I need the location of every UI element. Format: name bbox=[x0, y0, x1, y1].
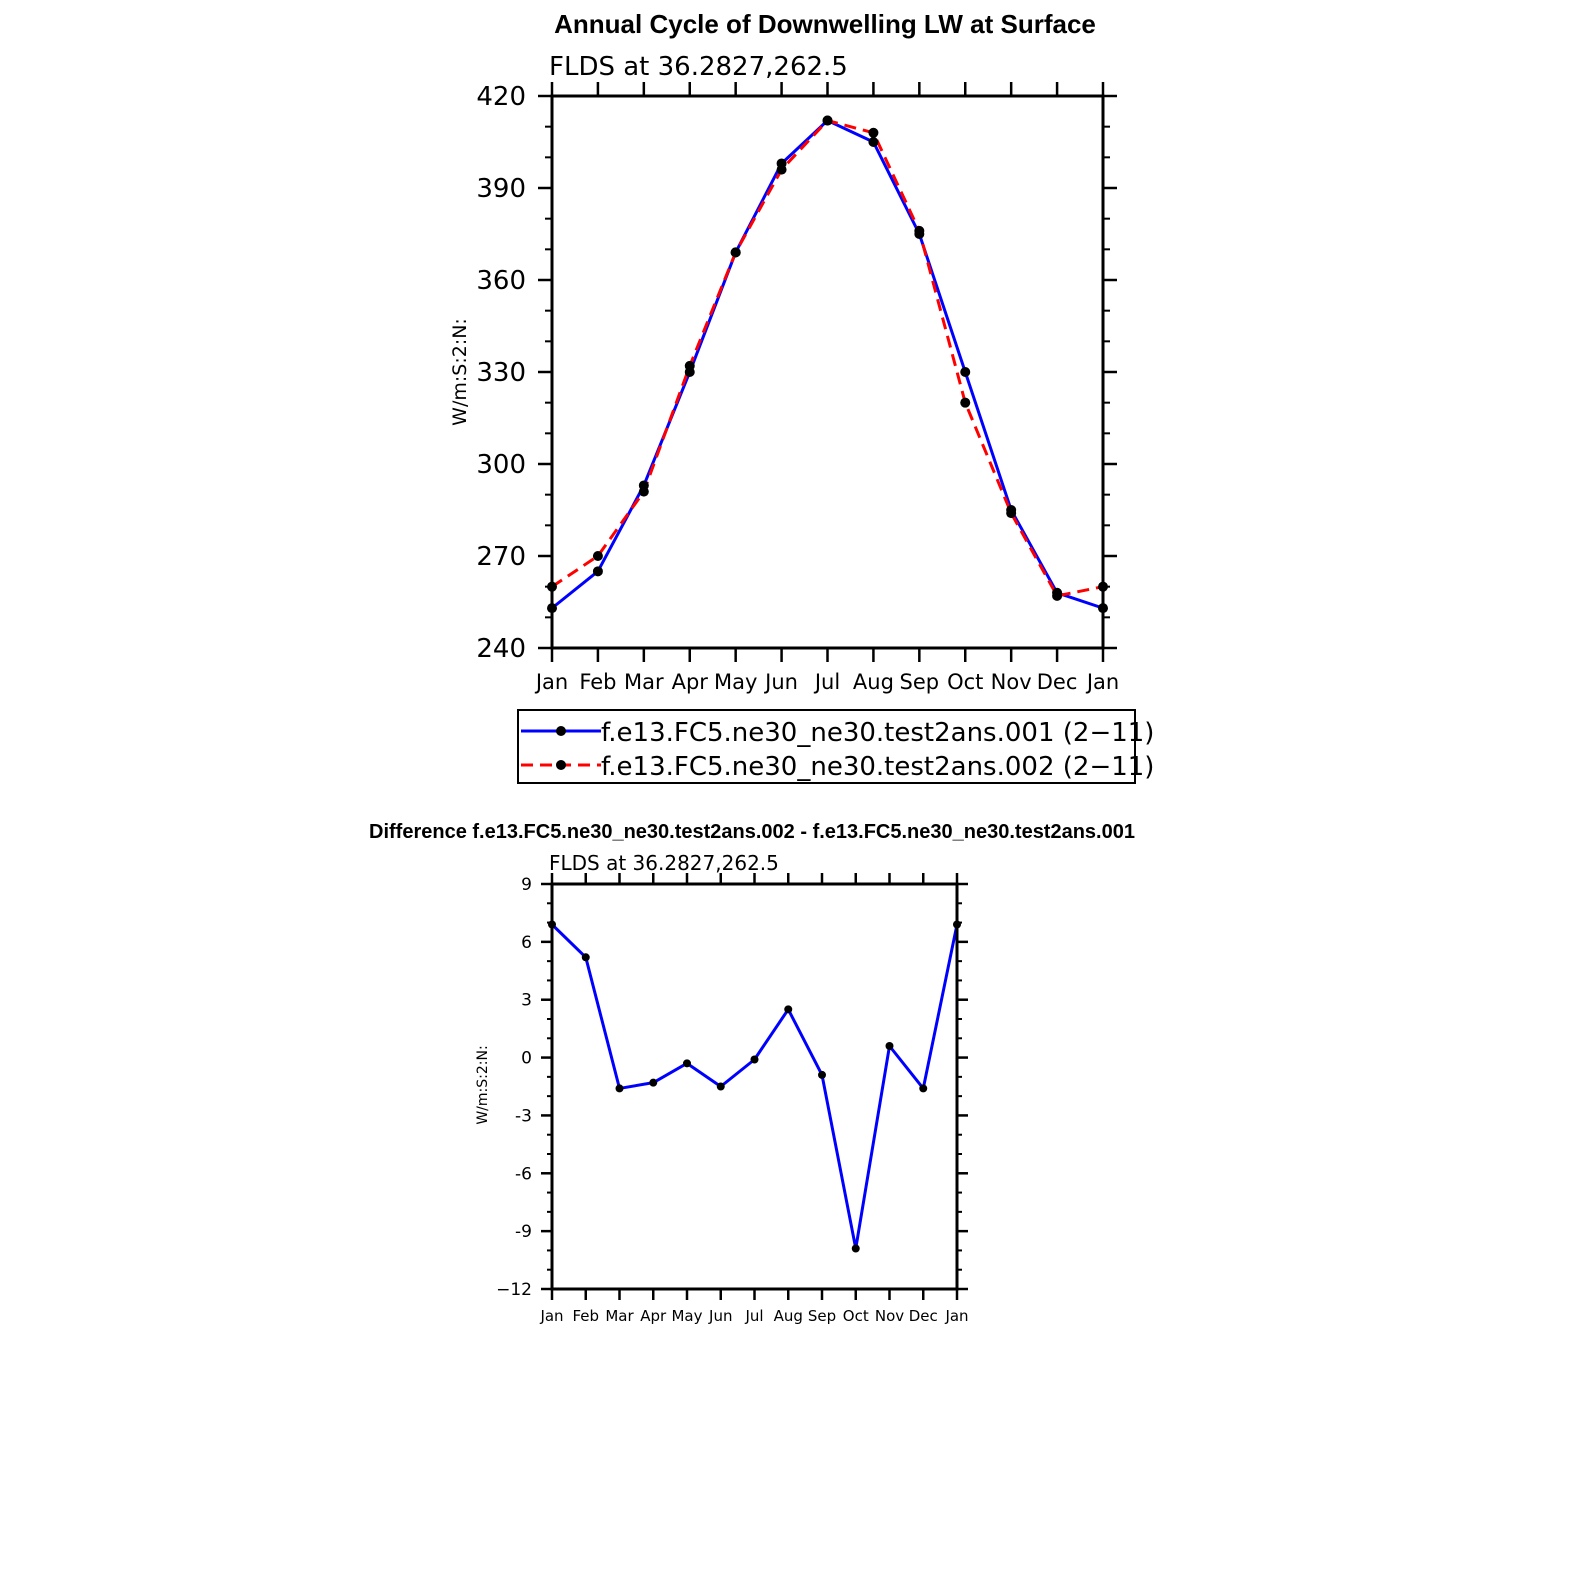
x-tick-label: Apr bbox=[672, 670, 709, 694]
x-tick-label: Aug bbox=[853, 670, 894, 694]
y-tick-label: 6 bbox=[521, 933, 532, 953]
chart2-series bbox=[548, 920, 961, 1253]
data-point bbox=[716, 1082, 725, 1091]
chart1-subtitle: FLDS at 36.2827,262.5 bbox=[549, 52, 848, 82]
y-tick-label: 270 bbox=[476, 542, 526, 572]
chart1-ylabel: W/m:S:2:N: bbox=[449, 318, 471, 426]
legend-frame bbox=[517, 709, 1136, 784]
data-point bbox=[868, 137, 879, 147]
y-tick-label: 0 bbox=[521, 1049, 532, 1069]
x-tick-label: Sep bbox=[808, 1307, 836, 1325]
x-tick-label: Sep bbox=[900, 670, 940, 694]
chart2-subtitle: FLDS at 36.2827,262.5 bbox=[549, 851, 779, 875]
data-point bbox=[581, 953, 590, 962]
x-tick-label: Jan bbox=[539, 1307, 563, 1325]
legend-marker-series-002 bbox=[556, 760, 566, 770]
data-point bbox=[1052, 590, 1063, 601]
chart1-y-tick-labels: 240 270 300 330 360 390 420 bbox=[476, 82, 526, 664]
chart1-ticks bbox=[538, 82, 1117, 662]
x-tick-label: Jul bbox=[813, 670, 840, 694]
x-tick-label: Aug bbox=[774, 1307, 803, 1325]
data-point bbox=[784, 1005, 793, 1014]
x-tick-label: Jul bbox=[744, 1307, 763, 1325]
y-tick-label: −12 bbox=[496, 1280, 532, 1300]
chart1-plot-frame bbox=[550, 94, 1105, 650]
y-tick-label: 420 bbox=[476, 82, 526, 112]
chart1-legend: f.e13.FC5.ne30_ne30.test2ans.001 (2−11) … bbox=[517, 709, 1154, 784]
chart1-series bbox=[547, 115, 1108, 614]
y-tick-label: 390 bbox=[476, 174, 526, 204]
chart2-x-tick-labels: Jan Feb Mar Apr May Jun Jul Aug Sep Oct Nov Dec Jan bbox=[539, 1307, 968, 1325]
x-tick-label: Dec bbox=[1037, 670, 1078, 694]
chart2-title: Difference f.e13.FC5.ne30_ne30.test2ans.… bbox=[369, 821, 1135, 843]
y-tick-label: -3 bbox=[515, 1106, 532, 1126]
legend-label-series-002: f.e13.FC5.ne30_ne30.test2ans.002 (2−11) bbox=[601, 752, 1154, 782]
x-tick-label: Feb bbox=[579, 670, 616, 694]
y-tick-label: 9 bbox=[521, 875, 532, 895]
x-tick-label: Oct bbox=[947, 670, 983, 694]
data-point bbox=[649, 1078, 658, 1087]
data-point bbox=[960, 397, 971, 408]
data-point bbox=[822, 115, 833, 126]
data-point bbox=[1006, 508, 1017, 519]
data-point bbox=[592, 551, 603, 561]
x-tick-label: Jun bbox=[708, 1307, 732, 1325]
data-point bbox=[592, 566, 603, 577]
chart2-ticks bbox=[541, 873, 968, 1300]
y-tick-label: -6 bbox=[515, 1164, 532, 1184]
data-point bbox=[885, 1042, 894, 1050]
chart2-plot-frame bbox=[550, 882, 959, 1291]
x-tick-label: May bbox=[671, 1307, 702, 1325]
chart2-y-tick-labels: −12 -9 -6 -3 0 3 6 9 bbox=[496, 875, 532, 1300]
y-tick-label: -9 bbox=[515, 1222, 532, 1242]
annual-cycle-chart: Annual Cycle of Downwelling LW at Surfac… bbox=[449, 9, 1154, 784]
data-point bbox=[868, 127, 879, 138]
y-tick-label: 330 bbox=[476, 358, 526, 388]
x-tick-label: Apr bbox=[640, 1307, 667, 1325]
y-tick-label: 240 bbox=[476, 634, 526, 664]
data-point bbox=[684, 360, 695, 371]
data-point bbox=[919, 1084, 928, 1093]
data-point bbox=[914, 225, 925, 236]
x-tick-label: Jan bbox=[1085, 670, 1119, 694]
x-tick-label: Jan bbox=[534, 670, 568, 694]
x-tick-label: Jan bbox=[944, 1307, 968, 1325]
x-tick-label: Mar bbox=[605, 1307, 634, 1325]
data-point bbox=[818, 1070, 826, 1079]
data-point bbox=[776, 164, 787, 175]
x-tick-label: Feb bbox=[572, 1307, 599, 1325]
chart1-x-tick-labels: Jan Feb Mar Apr May Jun Jul Aug Sep Oct Nov Dec Jan bbox=[534, 670, 1119, 694]
series-line-1 bbox=[551, 119, 1104, 610]
legend-label-series-001: f.e13.FC5.ne30_ne30.test2ans.001 (2−11) bbox=[601, 718, 1154, 748]
x-tick-label: Mar bbox=[624, 670, 664, 694]
x-tick-label: Oct bbox=[843, 1307, 869, 1325]
x-tick-label: Dec bbox=[909, 1307, 938, 1325]
x-tick-label: Nov bbox=[875, 1307, 904, 1325]
chart2-ylabel: W/m:S:2:N: bbox=[475, 1045, 491, 1124]
data-point bbox=[615, 1084, 624, 1093]
data-point bbox=[750, 1055, 759, 1064]
x-tick-label: Nov bbox=[991, 670, 1032, 694]
x-tick-label: Jun bbox=[763, 670, 798, 694]
series-line-1 bbox=[550, 923, 959, 1250]
y-tick-label: 360 bbox=[476, 266, 526, 296]
difference-chart: Difference f.e13.FC5.ne30_ne30.test2ans.… bbox=[369, 821, 1135, 1325]
data-point bbox=[730, 247, 741, 258]
y-tick-label: 300 bbox=[476, 450, 526, 480]
x-tick-label: May bbox=[714, 670, 757, 694]
chart1-title: Annual Cycle of Downwelling LW at Surfac… bbox=[554, 9, 1096, 39]
data-point bbox=[683, 1059, 691, 1068]
y-tick-label: 3 bbox=[521, 991, 532, 1011]
data-point bbox=[960, 367, 971, 377]
data-point bbox=[851, 1244, 860, 1253]
legend-marker-series-001 bbox=[556, 726, 566, 736]
data-point bbox=[638, 486, 649, 497]
